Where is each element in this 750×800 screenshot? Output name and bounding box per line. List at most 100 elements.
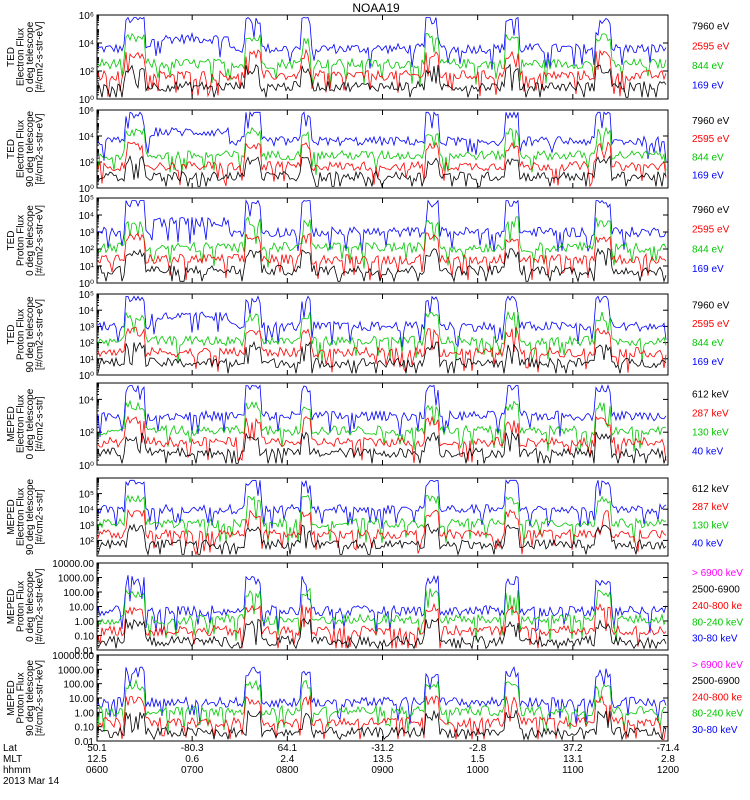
y-axis-label: 0 deg telescope [25,205,36,276]
y-tick-label: 1000.00 [58,574,95,585]
y-tick-label: 0.10 [75,723,95,734]
legend-entry: > 6900 keV [692,568,743,579]
flux-trace [97,415,667,464]
flux-trace [97,110,667,161]
panel-7: 0.01 0.10 1.00 10.00 100.00 1000.00 10000.00 ME… [6,559,743,657]
x-tick-label: -80.3 [181,743,204,754]
legend-entry: 7960 eV [692,116,730,127]
y-tick-label: 10³ [80,322,95,333]
flux-traces [97,110,667,188]
x-tick-label: 0700 [181,765,204,776]
y-tick-label: 1.00 [75,617,95,628]
y-axis-label: TED [6,231,17,251]
x-tick-label: 13.1 [563,754,583,765]
flux-trace [97,508,667,556]
y-tick-label: 10⁵ [79,194,94,205]
legend-entry: 80-240 keV [692,617,743,628]
flux-trace [97,326,667,374]
y-axis-label: 0 deg telescope [25,21,36,92]
x-tick-label: 13.5 [373,754,393,765]
flux-trace [97,587,667,642]
flux-trace [97,16,667,70]
y-tick-label: 10² [80,158,95,169]
flux-trace [97,602,667,649]
y-axis-label: 0 deg telescope [25,571,36,642]
y-tick-label: 10⁰ [79,279,94,290]
legend-entry: 7960 eV [692,205,730,216]
legend-entry: 40 keV [692,538,723,549]
flux-trace [97,126,667,176]
legend-entry: 240-800 ke [692,692,742,703]
y-axis-label: Proton Flux [16,215,27,266]
legend-entry: 844 eV [692,244,724,255]
legend-entry: 2595 eV [692,41,730,52]
flux-trace [97,710,667,741]
y-tick-label: 10⁴ [79,395,94,406]
legend-entry: 287 keV [692,409,729,420]
y-axis-label: [#/cm2-s-str-keV] [35,660,46,736]
panel-frame [96,477,669,557]
flux-trace [97,199,667,254]
y-tick-label: 10² [80,339,95,350]
legend-entry: 240-800 ke [692,601,742,612]
y-axis-label: TED [6,139,17,159]
y-axis-label: 90 deg telescope [25,296,36,373]
x-tick-label: -2.8 [469,743,487,754]
flux-traces [97,479,667,556]
legend-entry: 30-80 keV [692,634,738,645]
y-tick-label: 10² [80,428,95,439]
y-axis-label: [#/cm2-s-str-eV] [35,299,46,370]
y-tick-label: 0.10 [75,632,95,643]
x-tick-label: 0600 [86,765,109,776]
y-axis-label: Electron Flux [16,120,27,178]
y-axis-label: [#/cm2-s-str-eV] [35,113,46,184]
legend-entry: 130 keV [692,520,729,531]
flux-trace [97,247,667,283]
flux-trace [97,384,667,438]
y-tick-label: 10² [80,245,95,256]
legend-entry: 7960 eV [692,300,730,311]
y-tick-label: 10³ [80,521,95,532]
legend-entry: 130 keV [692,428,729,439]
y-tick-label: 10⁰ [79,461,94,472]
y-tick-label: 10⁴ [79,306,94,317]
x-row-label: Lat [3,743,17,754]
y-axis-label: MEPED [6,406,17,442]
x-tick-label: 1.5 [471,754,485,765]
y-axis-label: TED [6,47,17,67]
y-tick-label: 10⁶ [79,11,94,22]
flux-trace [97,695,667,740]
y-axis-label: [#/cm2-s-str] [35,396,46,452]
y-tick-label: 100.00 [63,588,94,599]
flux-trace [97,479,667,532]
flux-trace [98,399,667,452]
flux-traces [97,295,667,374]
panel-frame [96,197,669,284]
panel-frame [96,109,669,189]
y-tick-label: 10⁴ [79,505,94,516]
flux-traces [97,575,667,650]
legend-entry: 169 eV [692,264,724,275]
x-tick-label: 2.8 [661,754,675,765]
flux-trace [97,63,667,98]
panel-frame [96,654,669,742]
y-tick-label: 10⁵ [79,290,94,301]
flux-trace [97,494,667,544]
legend-entry: 30-80 keV [692,725,738,736]
y-tick-label: 10⁴ [79,39,94,50]
y-axis-label: [#/cm2-s-str-eV] [35,205,46,276]
y-axis-label: [#/cm2-s-str-keV] [35,568,46,644]
y-axis-label: Proton Flux [16,581,27,632]
legend-entry: 844 eV [692,152,724,163]
legend-entry: 169 eV [692,357,724,368]
legend-entry: 2500-6900 [692,676,740,687]
x-tick-label: 0800 [276,765,299,776]
y-tick-label: 10⁵ [79,490,94,501]
flux-traces [97,384,667,464]
y-tick-label: 100.00 [63,680,94,691]
y-axis-label: [#/cm2-s-str-eV] [35,21,46,92]
